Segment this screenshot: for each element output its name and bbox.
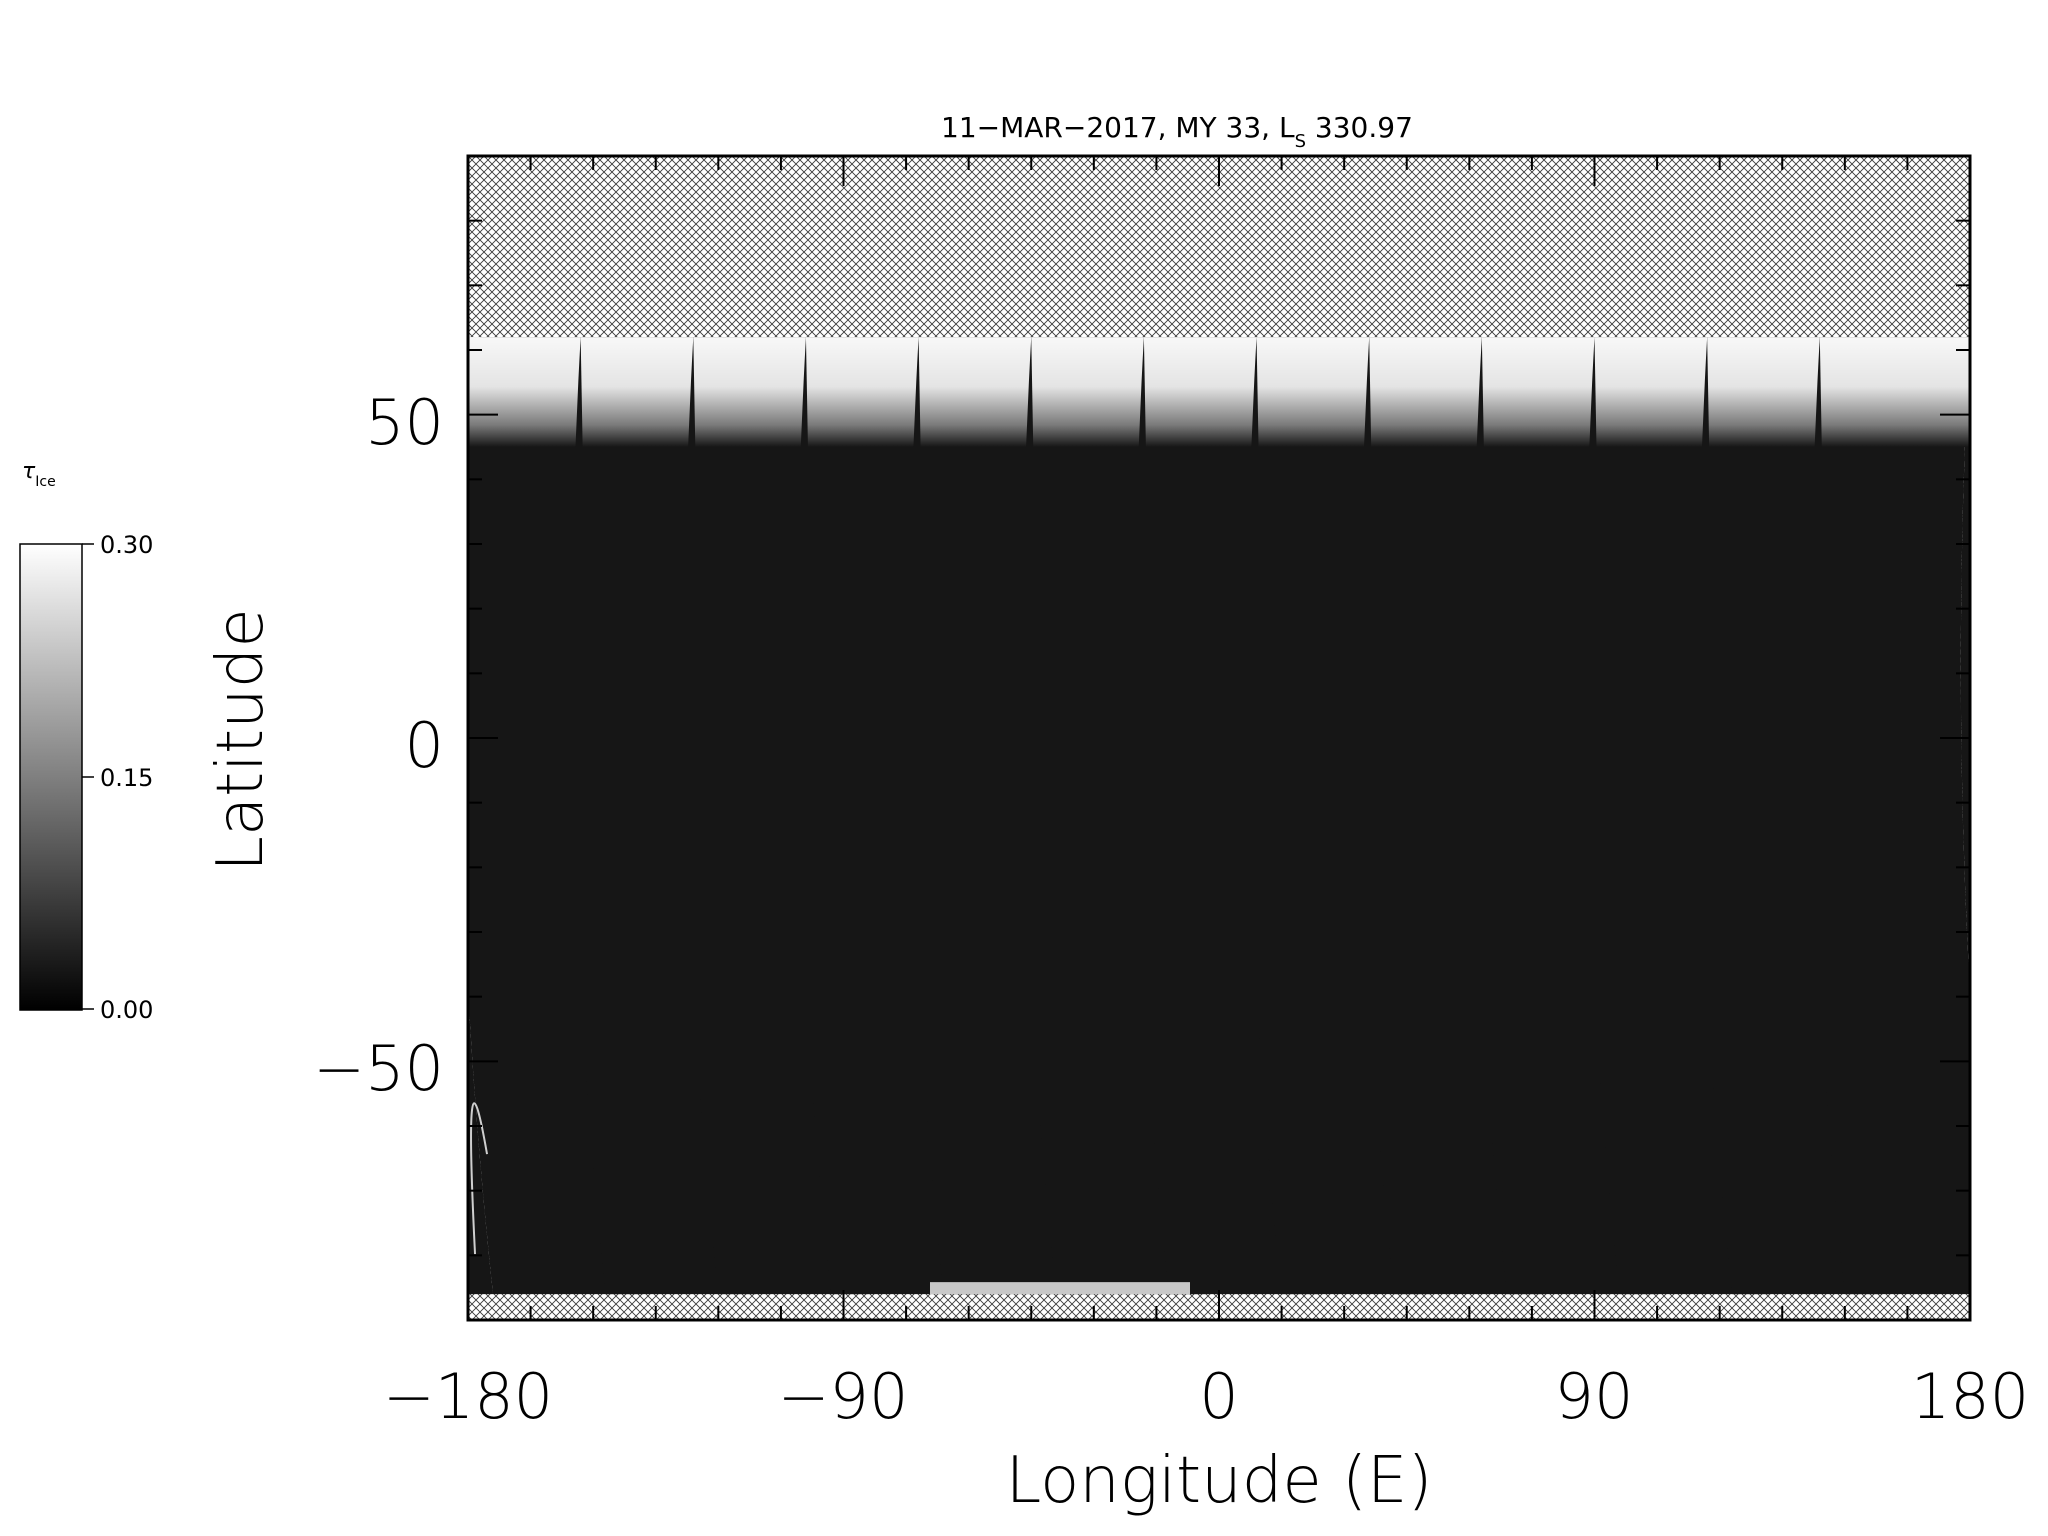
x-tick-label: 90 (1555, 1360, 1634, 1433)
swath-cloud-cap (1970, 337, 2048, 447)
chart-title: 11−MAR−2017, MY 33, LS 330.97 (941, 111, 1413, 152)
title-subscript: S (1295, 131, 1306, 152)
swath-edge-streak (133, 1103, 149, 1254)
swath-cloud-cap (93, 337, 255, 447)
swath (468, 337, 494, 1295)
swath-cloud-cap (1819, 337, 1970, 447)
south-polar-cloud (930, 1282, 1190, 1295)
title-value: 330.97 (1306, 111, 1413, 144)
swath-cloud-cap (0, 337, 29, 447)
swath (1810, 337, 1970, 1295)
colorbar-title: τIce (22, 459, 56, 490)
y-tick-labels: 50 0 −50 (313, 386, 444, 1105)
x-tick-label: 0 (1199, 1360, 1238, 1433)
swath-layer (0, 337, 2048, 1295)
y-axis-title: Latitude (204, 608, 278, 871)
swath-edge-streak (246, 1103, 262, 1254)
x-tick-label: 180 (1911, 1360, 2029, 1433)
colorbar-tick-label: 0.15 (100, 764, 153, 792)
tick-layer (467, 155, 1971, 1321)
colorbar-title-subscript: Ice (35, 474, 55, 490)
y-tick-label: 50 (365, 386, 444, 459)
swath (1960, 337, 1970, 991)
x-tick-label: −180 (383, 1360, 553, 1433)
swath-edge-streak (358, 1103, 374, 1254)
colorbar-tick-label: 0.00 (100, 996, 153, 1024)
colorbar: τIce 0.30 0.15 0.00 (19, 459, 153, 1024)
x-axis-title: Longitude (E) (1006, 1444, 1433, 1518)
x-tick-labels: −180 −90 0 90 180 (383, 1360, 2029, 1433)
y-tick-label: 0 (405, 709, 444, 782)
swath-edge-streak (20, 1103, 36, 1254)
x-tick-label: −90 (778, 1360, 909, 1433)
y-tick-label: −50 (313, 1032, 444, 1105)
swath-edge-streak (1973, 1103, 1989, 1254)
swath-cloud-cap (0, 337, 142, 447)
map-plot (0, 154, 2048, 1322)
swath-cloud-cap (468, 337, 480, 447)
swath-cloud-cap (205, 337, 367, 447)
colorbar-tick-label: 0.30 (100, 531, 153, 559)
colorbar-gradient (19, 543, 83, 1011)
